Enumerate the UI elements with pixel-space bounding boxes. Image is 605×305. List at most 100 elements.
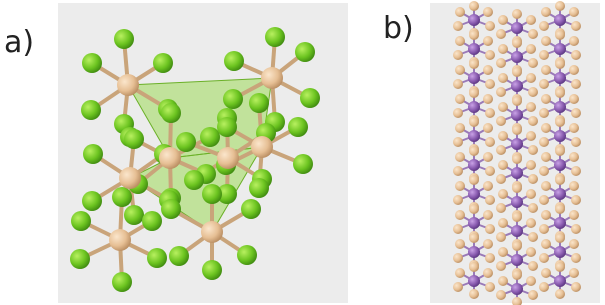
tan-atom — [528, 145, 538, 155]
purple-atom — [511, 80, 523, 92]
green-atom — [184, 170, 204, 190]
figure: a) b) — [0, 0, 605, 305]
tan-atom — [571, 21, 581, 31]
tan-atom — [512, 38, 522, 48]
tan-atom — [555, 233, 565, 243]
tan-atom — [453, 108, 463, 118]
tan-atom — [498, 131, 508, 141]
tan-atom — [485, 195, 495, 205]
tan-atom — [569, 239, 579, 249]
tan-atom — [469, 262, 479, 272]
tan-atom — [526, 131, 536, 141]
tan-atom — [571, 108, 581, 118]
tan-atom — [528, 87, 538, 97]
green-atom — [202, 260, 222, 280]
tan-atom — [469, 59, 479, 69]
tan-atom — [541, 36, 551, 46]
tan-atom — [528, 261, 538, 271]
tan-atom — [453, 253, 463, 263]
green-atom — [161, 103, 181, 123]
tan-atom — [483, 36, 493, 46]
tan-atom — [469, 204, 479, 214]
green-atom — [265, 27, 285, 47]
green-atom — [237, 245, 257, 265]
tan-atom — [455, 181, 465, 191]
tan-atom — [541, 7, 551, 17]
tan-atom — [539, 50, 549, 60]
green-atom — [124, 129, 144, 149]
tan-atom — [569, 268, 579, 278]
green-atom — [217, 117, 237, 137]
purple-atom — [468, 14, 480, 26]
tan-atom — [483, 152, 493, 162]
tan-atom — [571, 282, 581, 292]
tan-atom — [117, 74, 139, 96]
tan-atom — [483, 7, 493, 17]
tan-atom — [512, 9, 522, 19]
tan-atom — [485, 137, 495, 147]
purple-atom — [511, 51, 523, 63]
green-atom — [300, 88, 320, 108]
tan-atom — [469, 117, 479, 127]
tan-atom — [569, 65, 579, 75]
green-atom — [288, 117, 308, 137]
tan-atom — [453, 166, 463, 176]
tan-atom — [539, 108, 549, 118]
tan-atom — [496, 116, 506, 126]
tan-atom — [569, 123, 579, 133]
tan-atom — [261, 67, 283, 89]
tan-atom — [483, 94, 493, 104]
tan-atom — [571, 166, 581, 176]
tan-atom — [498, 102, 508, 112]
tan-atom — [485, 50, 495, 60]
green-atom — [82, 191, 102, 211]
tan-atom — [541, 65, 551, 75]
tan-atom — [485, 253, 495, 263]
tan-atom — [496, 290, 506, 300]
tan-atom — [498, 218, 508, 228]
purple-atom — [554, 101, 566, 113]
tan-atom — [455, 36, 465, 46]
tan-atom — [555, 88, 565, 98]
green-atom — [70, 249, 90, 269]
purple-atom — [554, 130, 566, 142]
tan-atom — [469, 175, 479, 185]
purple-atom — [468, 130, 480, 142]
tan-atom — [453, 224, 463, 234]
purple-atom — [511, 109, 523, 121]
tan-atom — [569, 152, 579, 162]
tan-atom — [498, 189, 508, 199]
tan-atom — [555, 30, 565, 40]
purple-atom — [511, 196, 523, 208]
tan-atom — [469, 233, 479, 243]
tan-atom — [526, 189, 536, 199]
tan-atom — [469, 289, 479, 299]
tan-atom — [569, 36, 579, 46]
green-atom — [147, 248, 167, 268]
tan-atom — [496, 58, 506, 68]
tan-atom — [512, 67, 522, 77]
tan-atom — [555, 204, 565, 214]
tan-atom — [455, 239, 465, 249]
tan-atom — [512, 270, 522, 280]
green-atom — [153, 53, 173, 73]
tan-atom — [512, 125, 522, 135]
tan-atom — [496, 29, 506, 39]
tan-atom — [571, 50, 581, 60]
tan-atom — [571, 224, 581, 234]
tan-atom — [469, 30, 479, 40]
purple-atom — [554, 246, 566, 258]
tan-atom — [541, 268, 551, 278]
tan-atom — [569, 94, 579, 104]
tan-atom — [528, 203, 538, 213]
tan-atom — [539, 137, 549, 147]
tan-atom — [453, 137, 463, 147]
tan-atom — [498, 247, 508, 257]
tan-atom — [512, 183, 522, 193]
purple-atom — [554, 159, 566, 171]
purple-atom — [554, 14, 566, 26]
tan-atom — [469, 88, 479, 98]
tan-atom — [512, 241, 522, 251]
green-atom — [114, 29, 134, 49]
tan-atom — [539, 21, 549, 31]
